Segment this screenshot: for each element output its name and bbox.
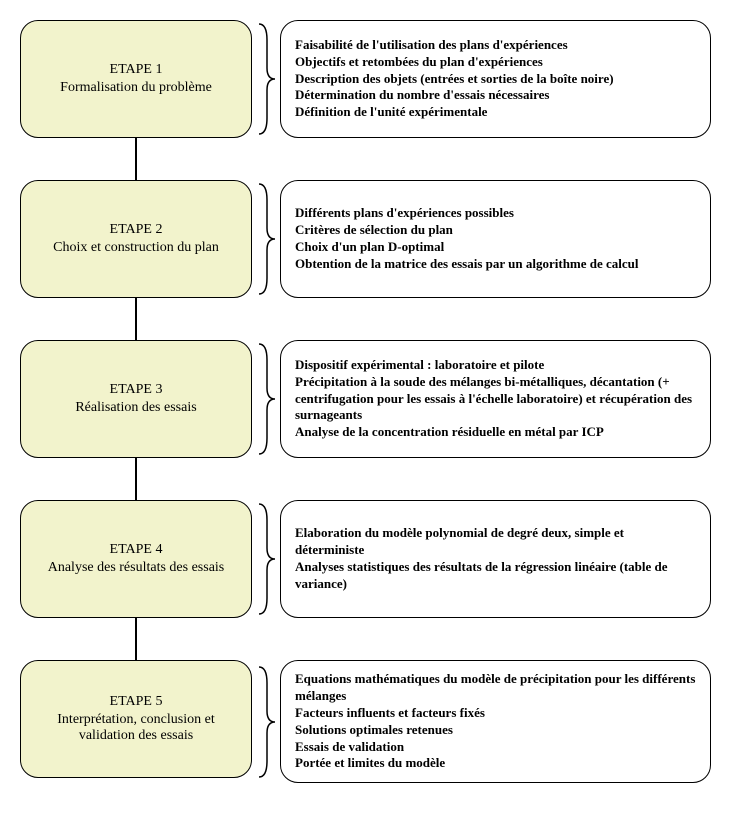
step-subtitle: Choix et construction du plan	[53, 240, 219, 256]
step-row: ETAPE 1 Formalisation du problème Faisab…	[0, 20, 731, 138]
detail-line: Faisabilité de l'utilisation des plans d…	[295, 37, 696, 54]
vertical-connector	[0, 458, 731, 500]
flowchart-diagram: ETAPE 1 Formalisation du problème Faisab…	[0, 0, 731, 813]
step-title: ETAPE 3	[110, 382, 163, 398]
brace-connector	[252, 180, 280, 298]
step-row: ETAPE 2 Choix et construction du plan Di…	[0, 180, 731, 298]
brace-icon	[255, 663, 277, 781]
step-box-4: ETAPE 4 Analyse des résultats des essais	[20, 500, 252, 618]
step-row: ETAPE 4 Analyse des résultats des essais…	[0, 500, 731, 618]
step-subtitle: Analyse des résultats des essais	[48, 560, 225, 576]
brace-icon	[255, 180, 277, 298]
detail-line: Facteurs influents et facteurs fixés	[295, 705, 696, 722]
detail-line: Analyses statistiques des résultats de l…	[295, 559, 696, 593]
detail-line: Analyse de la concentration résiduelle e…	[295, 424, 696, 441]
detail-line: Equations mathématiques du modèle de pré…	[295, 671, 696, 705]
step-title: ETAPE 4	[110, 542, 163, 558]
detail-line: Critères de sélection du plan	[295, 222, 696, 239]
detail-line: Elaboration du modèle polynomial de degr…	[295, 525, 696, 559]
detail-line: Solutions optimales retenues	[295, 722, 696, 739]
detail-line: Précipitation à la soude des mélanges bi…	[295, 374, 696, 425]
brace-connector	[252, 340, 280, 458]
step-subtitle: Interprétation, conclusion et validation…	[29, 712, 243, 744]
step-row: ETAPE 5 Interprétation, conclusion et va…	[0, 660, 731, 783]
step-title: ETAPE 2	[110, 222, 163, 238]
detail-line: Obtention de la matrice des essais par u…	[295, 256, 696, 273]
detail-line: Choix d'un plan D-optimal	[295, 239, 696, 256]
brace-icon	[255, 500, 277, 618]
brace-connector	[252, 20, 280, 138]
detail-line: Portée et limites du modèle	[295, 755, 696, 772]
step-subtitle: Formalisation du problème	[60, 80, 212, 96]
vertical-connector	[0, 138, 731, 180]
detail-line: Différents plans d'expériences possibles	[295, 205, 696, 222]
step-box-1: ETAPE 1 Formalisation du problème	[20, 20, 252, 138]
step-row: ETAPE 3 Réalisation des essais Dispositi…	[0, 340, 731, 458]
brace-connector	[252, 660, 280, 783]
vertical-connector	[0, 298, 731, 340]
brace-icon	[255, 20, 277, 138]
brace-connector	[252, 500, 280, 618]
detail-line: Essais de validation	[295, 739, 696, 756]
detail-box-1: Faisabilité de l'utilisation des plans d…	[280, 20, 711, 138]
step-title: ETAPE 1	[110, 62, 163, 78]
brace-icon	[255, 340, 277, 458]
detail-line: Description des objets (entrées et sorti…	[295, 71, 696, 88]
detail-box-4: Elaboration du modèle polynomial de degr…	[280, 500, 711, 618]
vertical-connector	[0, 618, 731, 660]
step-box-5: ETAPE 5 Interprétation, conclusion et va…	[20, 660, 252, 778]
detail-box-2: Différents plans d'expériences possibles…	[280, 180, 711, 298]
detail-line: Détermination du nombre d'essais nécessa…	[295, 87, 696, 104]
detail-line: Dispositif expérimental : laboratoire et…	[295, 357, 696, 374]
step-box-2: ETAPE 2 Choix et construction du plan	[20, 180, 252, 298]
step-box-3: ETAPE 3 Réalisation des essais	[20, 340, 252, 458]
detail-box-5: Equations mathématiques du modèle de pré…	[280, 660, 711, 783]
detail-line: Définition de l'unité expérimentale	[295, 104, 696, 121]
step-subtitle: Réalisation des essais	[75, 400, 196, 416]
detail-box-3: Dispositif expérimental : laboratoire et…	[280, 340, 711, 458]
detail-line: Objectifs et retombées du plan d'expérie…	[295, 54, 696, 71]
step-title: ETAPE 5	[110, 694, 163, 710]
